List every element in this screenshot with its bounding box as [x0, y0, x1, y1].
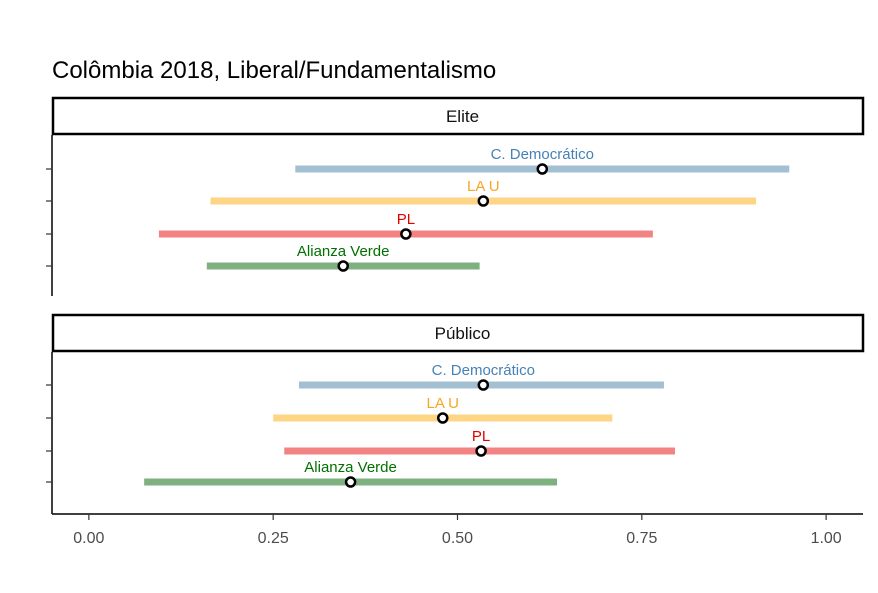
party-label-alianza-verde: Alianza Verde: [304, 459, 397, 476]
panel-publico: Público C. Democrático LA U PL Alianza Verde: [46, 313, 865, 514]
x-tick-label: 0.75: [626, 530, 657, 547]
point-c-democr-tico: [536, 163, 549, 175]
x-tick-label: 0.00: [73, 530, 104, 547]
x-tick-label: 1.00: [811, 530, 842, 547]
party-label-la-u: LA U: [467, 178, 500, 195]
party-label-c-democr-tico: C. Democrático: [491, 146, 594, 163]
party-label-alianza-verde: Alianza Verde: [297, 243, 390, 260]
x-axis: 0.00 0.25 0.50 0.75 1.00: [52, 513, 863, 547]
point-pl: [400, 228, 412, 240]
strip-label: Público: [435, 324, 491, 343]
point-pl: [475, 445, 487, 457]
point-alianza-verde: [337, 260, 349, 272]
x-tick-label: 0.50: [442, 530, 473, 547]
party-label-pl: PL: [397, 211, 415, 228]
point-alianza-verde: [344, 476, 357, 488]
strip-box: [51, 313, 865, 353]
chart-title: Colômbia 2018, Liberal/Fundamentalismo: [52, 57, 496, 84]
party-label-pl: PL: [472, 428, 490, 445]
party-label-la-u: LA U: [426, 395, 459, 412]
x-tick-label: 0.25: [258, 530, 289, 547]
point-la-u: [437, 412, 449, 424]
panel-elite: Elite C. Democrático LA U PL Alianza Verde: [46, 96, 865, 296]
party-label-c-democr-tico: C. Democrático: [432, 362, 535, 379]
point-la-u: [477, 195, 490, 207]
point-c-democr-tico: [477, 379, 490, 391]
strip-box: [51, 96, 865, 136]
strip-label: Elite: [446, 107, 479, 126]
